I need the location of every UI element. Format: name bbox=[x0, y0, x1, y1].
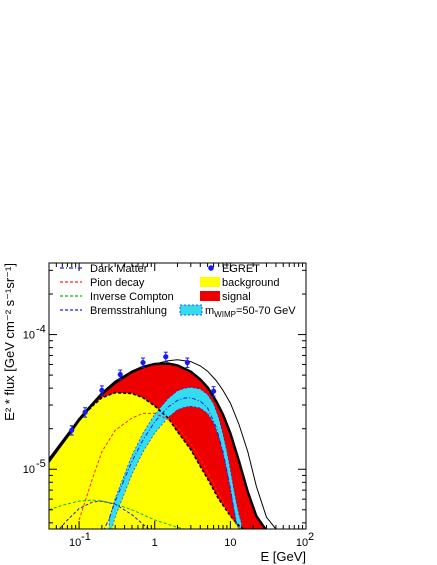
legend-swatch-bg bbox=[200, 277, 220, 287]
legend-text-band: m bbox=[205, 305, 214, 317]
egret-point bbox=[99, 387, 105, 394]
legend-subscript-band: WIMP bbox=[214, 310, 236, 319]
x-tick-label-base: 1 bbox=[152, 537, 158, 549]
y-tick-label-exponent: -4 bbox=[36, 324, 46, 336]
series-dark-matter-line bbox=[103, 397, 237, 529]
legend-swatch-egret bbox=[208, 265, 214, 271]
legend-label-ic: Inverse Compton bbox=[90, 291, 174, 303]
x-tick-label-base: 10 bbox=[224, 537, 236, 549]
y-tick-label: 10 -4 bbox=[23, 324, 46, 342]
legend-entry-band: mWIMP=50-70 GeV bbox=[179, 304, 296, 319]
legend-label-bg: background bbox=[222, 277, 280, 289]
y-axis-label: E² * flux [GeV cm⁻² s⁻¹sr⁻¹] bbox=[2, 263, 17, 421]
egret-point bbox=[210, 388, 217, 394]
legend-entry-egret: EGRET bbox=[208, 263, 260, 275]
legend-label-egret: EGRET bbox=[222, 263, 260, 275]
legend-label-sig: signal bbox=[222, 291, 251, 303]
legend-entry-bg: background bbox=[200, 277, 280, 289]
series-pion-decay-line bbox=[78, 412, 241, 529]
x-tick-label: 10 bbox=[224, 537, 236, 549]
x-tick-label: 1 bbox=[152, 537, 158, 549]
plot-area bbox=[49, 351, 277, 529]
legend-label-dm: Dark Matter bbox=[90, 263, 148, 275]
egret-point bbox=[117, 371, 123, 378]
x-tick-label: 10 2 bbox=[296, 531, 314, 549]
legend-entry-brems: Bremsstrahlung bbox=[60, 305, 167, 317]
legend-suffix-band: =50-70 GeV bbox=[236, 305, 296, 317]
egret-point bbox=[82, 409, 88, 415]
legend-entry-sig: signal bbox=[200, 291, 251, 303]
x-axis-label: E [GeV] bbox=[260, 549, 306, 564]
x-tick-label-exponent: 2 bbox=[308, 531, 314, 543]
wimp-mass-band bbox=[108, 387, 242, 529]
axes: 10 -1 1 10 10 210 -410 -5 bbox=[23, 263, 314, 549]
series-inverse-compton-line bbox=[49, 499, 187, 529]
egret-point bbox=[184, 359, 190, 366]
x-tick-label-exponent: -1 bbox=[81, 531, 91, 543]
y-tick-label-base: 10 bbox=[23, 330, 35, 342]
legend-label-brems: Bremsstrahlung bbox=[90, 305, 167, 317]
legend-text-brems: Bremsstrahlung bbox=[90, 305, 167, 317]
y-tick-label-exponent: -5 bbox=[36, 458, 46, 470]
y-tick-label: 10 -5 bbox=[23, 458, 46, 476]
legend-label-band: mWIMP=50-70 GeV bbox=[205, 305, 296, 319]
legend-text-egret: EGRET bbox=[222, 263, 260, 275]
legend: Dark Matter EGRET Pion decay background Inve… bbox=[60, 263, 296, 319]
legend-label-pion: Pion decay bbox=[90, 277, 145, 289]
legend-text-sig: signal bbox=[222, 291, 251, 303]
legend-swatch-band bbox=[179, 304, 203, 316]
series-background-outline-line bbox=[49, 391, 245, 529]
legend-text-dm: Dark Matter bbox=[90, 263, 148, 275]
legend-text-ic: Inverse Compton bbox=[90, 291, 174, 303]
legend-entry-ic: Inverse Compton bbox=[60, 291, 174, 303]
legend-text-bg: background bbox=[222, 277, 280, 289]
egret-point bbox=[140, 359, 146, 366]
egret-point bbox=[69, 427, 75, 433]
x-tick-label-base: 10 bbox=[296, 537, 308, 549]
legend-text-pion: Pion decay bbox=[90, 277, 145, 289]
series-background-area bbox=[49, 392, 257, 529]
legend-swatch-sig bbox=[200, 291, 220, 301]
legend-entry-pion: Pion decay bbox=[60, 277, 145, 289]
legend-entry-dm: Dark Matter bbox=[60, 263, 148, 275]
y-tick-label-base: 10 bbox=[23, 464, 35, 476]
egret-point bbox=[163, 354, 169, 360]
x-tick-label: 10 -1 bbox=[69, 531, 91, 549]
x-tick-label-base: 10 bbox=[69, 537, 81, 549]
